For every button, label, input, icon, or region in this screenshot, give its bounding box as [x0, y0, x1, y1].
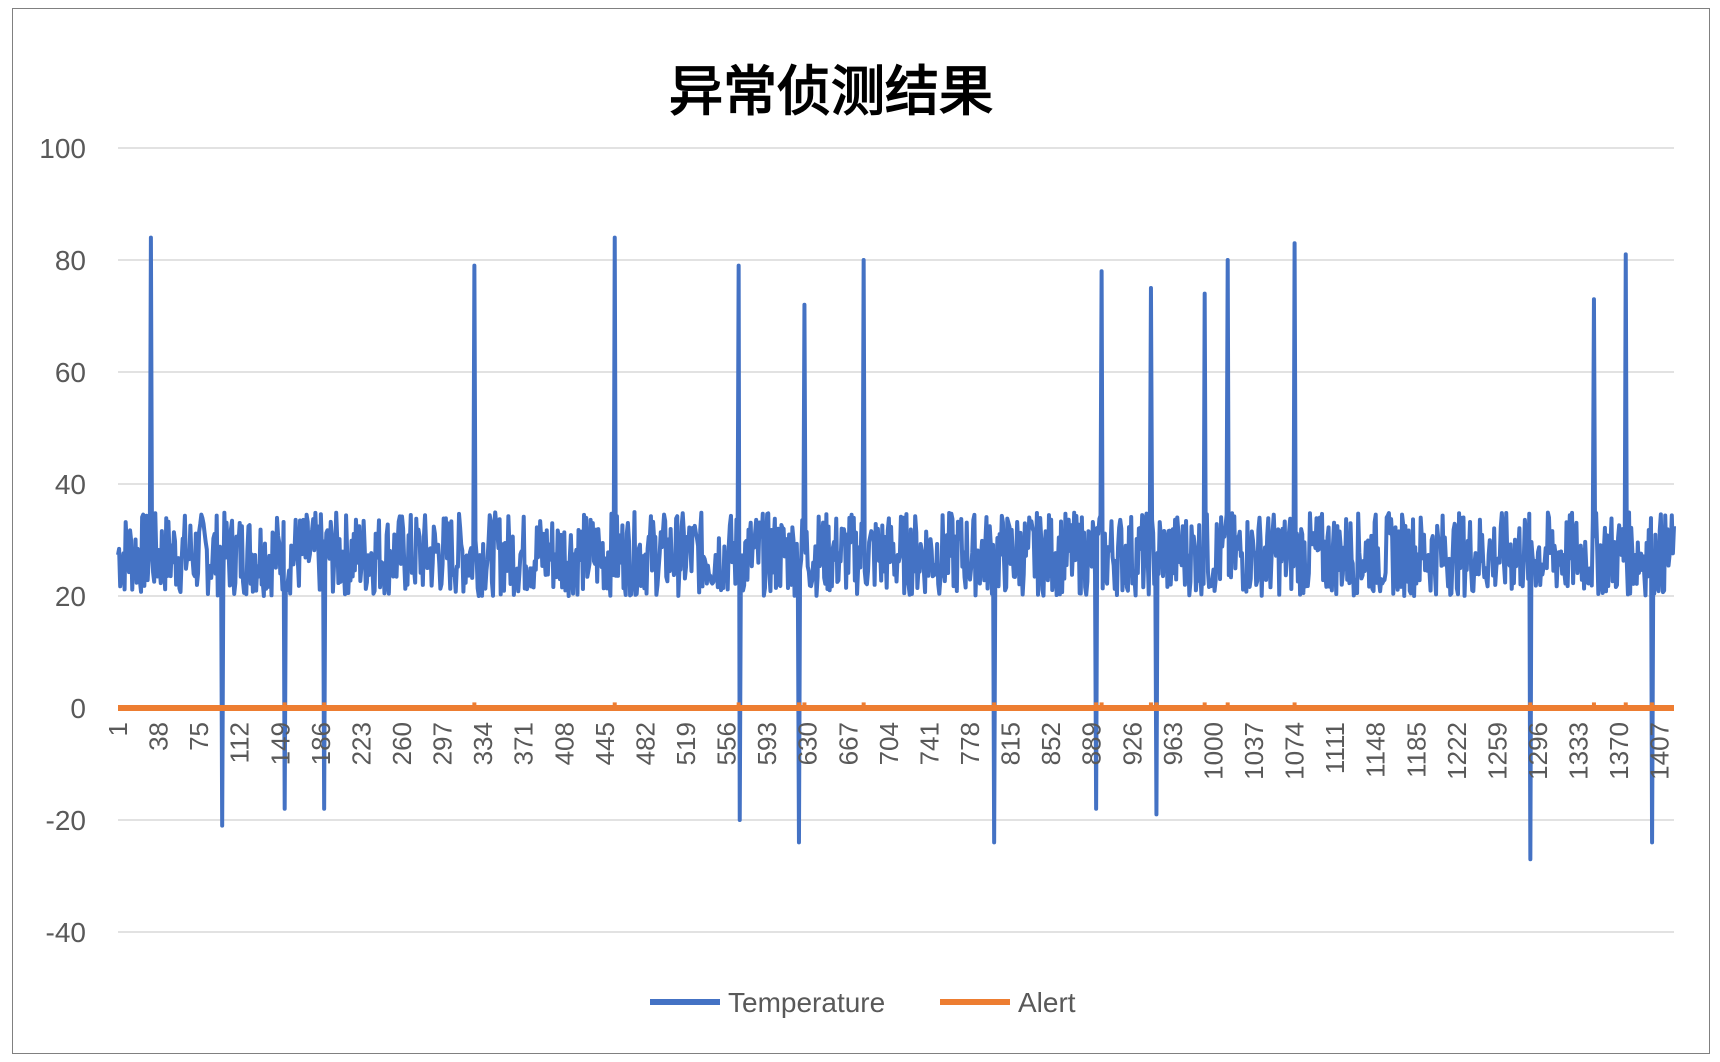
y-tick-label: 40 — [55, 469, 86, 500]
x-tick-label: 519 — [671, 722, 701, 765]
x-tick-label: 408 — [549, 722, 579, 765]
x-tick-label: 926 — [1117, 722, 1147, 765]
x-tick-label: 38 — [144, 722, 174, 751]
legend-label: Alert — [1018, 987, 1076, 1018]
x-tick-label: 889 — [1077, 722, 1107, 765]
x-tick-label: 482 — [630, 722, 660, 765]
x-axis-ticks: 1 38 75 112 149 186 223 260 297 334 371 408 445 482 51… — [103, 722, 1675, 780]
x-tick-label: 593 — [752, 722, 782, 765]
x-tick-label: 1037 — [1239, 722, 1269, 780]
x-tick-label: 667 — [833, 722, 863, 765]
x-tick-label: 630 — [793, 722, 823, 765]
x-tick-label: 963 — [1158, 722, 1188, 765]
x-tick-label: 1111 — [1320, 722, 1350, 774]
x-tick-label: 1000 — [1198, 722, 1228, 780]
y-tick-label: 20 — [55, 581, 86, 612]
x-tick-label: 371 — [509, 722, 539, 765]
y-tick-label: 80 — [55, 245, 86, 276]
x-tick-label: 223 — [346, 722, 376, 765]
x-tick-label: 1 — [103, 722, 133, 736]
x-tick-label: 1185 — [1401, 722, 1431, 778]
y-tick-label: 0 — [70, 693, 86, 724]
x-tick-label: 1222 — [1442, 722, 1472, 780]
x-tick-label: 297 — [428, 722, 458, 765]
x-tick-label: 1259 — [1482, 722, 1512, 780]
legend-label: Temperature — [728, 987, 885, 1018]
y-tick-label: -20 — [46, 805, 86, 836]
y-axis-ticks: 100 80 60 40 20 0 -20 -40 — [39, 133, 86, 948]
x-tick-label: 112 — [225, 722, 255, 763]
x-tick-label: 741 — [914, 722, 944, 765]
legend: Temperature Alert — [650, 987, 1076, 1018]
x-tick-label: 1407 — [1645, 722, 1675, 780]
x-tick-label: 149 — [265, 722, 295, 765]
x-tick-label: 1074 — [1280, 722, 1310, 780]
y-tick-label: 60 — [55, 357, 86, 388]
x-tick-label: 778 — [955, 722, 985, 765]
x-tick-label: 260 — [387, 722, 417, 765]
x-tick-label: 445 — [590, 722, 620, 765]
x-tick-label: 852 — [1036, 722, 1066, 765]
x-tick-label: 1333 — [1564, 722, 1594, 780]
series-alert — [118, 702, 1674, 708]
x-tick-label: 556 — [712, 722, 742, 765]
x-tick-label: 815 — [996, 722, 1026, 765]
x-tick-label: 186 — [306, 722, 336, 765]
x-tick-label: 1296 — [1523, 722, 1553, 780]
y-tick-label: -40 — [46, 917, 86, 948]
x-tick-label: 1370 — [1604, 722, 1634, 780]
x-tick-label: 75 — [184, 722, 214, 751]
y-tick-label: 100 — [39, 133, 86, 164]
x-tick-label: 704 — [874, 722, 904, 765]
x-tick-label: 1148 — [1361, 722, 1391, 778]
x-tick-label: 334 — [468, 722, 498, 765]
